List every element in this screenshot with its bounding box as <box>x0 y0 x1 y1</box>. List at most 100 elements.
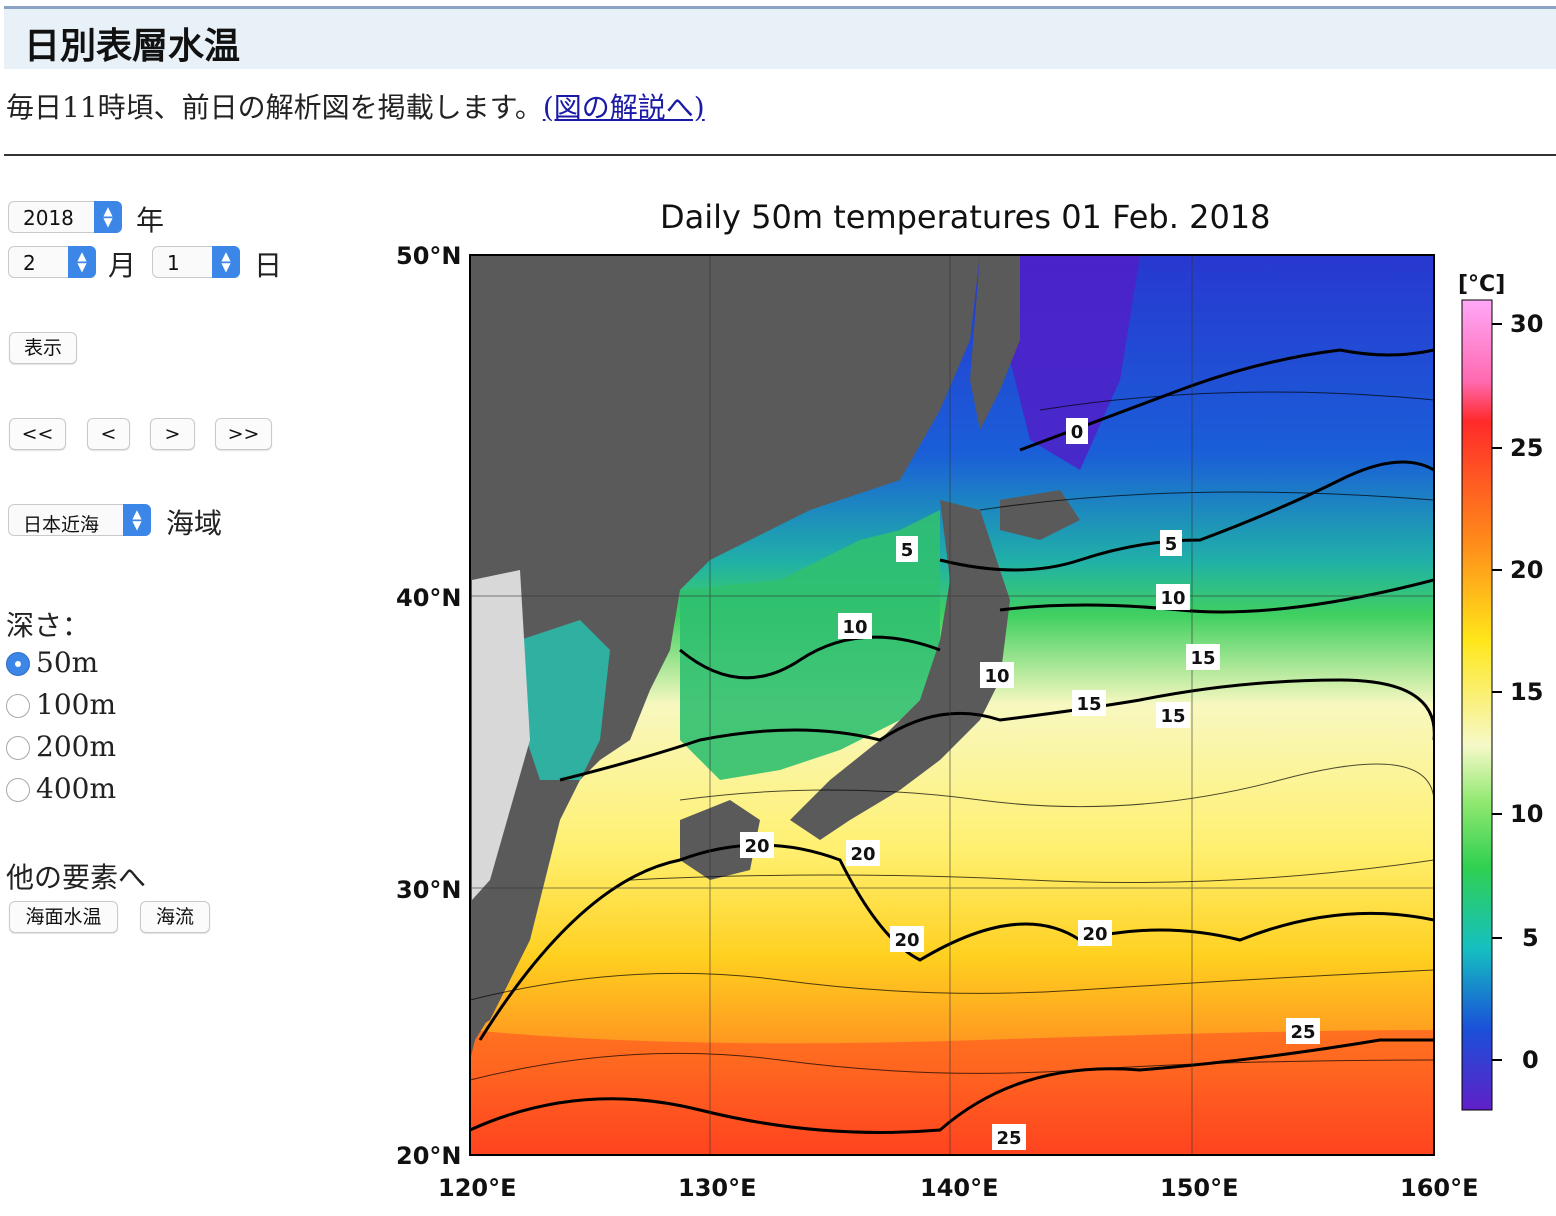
year-value: 2018 <box>23 206 74 230</box>
contour-label: 10 <box>984 666 1009 687</box>
colorbar-tick: 15 <box>1510 678 1544 706</box>
radio-icon[interactable] <box>6 778 30 802</box>
lon-label-160e: 160°E <box>1400 1174 1479 1202</box>
year-select[interactable]: 2018 ▲ ▼ <box>8 201 122 233</box>
first-button[interactable]: << <box>9 418 66 450</box>
cold-water-region <box>1010 255 1140 470</box>
lon-label-140e: 140°E <box>920 1174 999 1202</box>
month-label: 月 <box>108 249 137 282</box>
last-button[interactable]: >> <box>215 418 272 450</box>
contour-line <box>559 678 1434 782</box>
select-arrows-icon: ▲ ▼ <box>68 246 96 278</box>
select-arrows-icon: ▲ ▼ <box>123 504 151 536</box>
map-graphic: 0 5 5 10 10 10 15 15 15 20 20 20 20 25 2… <box>469 254 1502 1156</box>
continent-land <box>470 255 980 1060</box>
month-value: 2 <box>23 251 36 275</box>
contour-line <box>470 969 1434 1001</box>
contour-line <box>470 1052 1434 1081</box>
day-label: 日 <box>254 249 283 282</box>
day-select[interactable]: 1 ▲ ▼ <box>152 246 240 278</box>
colorbar-tick: 5 <box>1522 924 1539 952</box>
contour-label: 5 <box>1165 534 1178 555</box>
contour-label: 15 <box>1160 706 1185 727</box>
contour-line <box>470 1038 1434 1134</box>
next-button[interactable]: > <box>150 418 195 450</box>
contour-line <box>629 859 1434 883</box>
intro-text: 毎日11時頃、前日の解析図を掲載します。(図の解説へ) <box>6 86 705 126</box>
honshu-land <box>790 500 1010 840</box>
colorbar-tick: 20 <box>1510 556 1544 584</box>
other-elements-label: 他の要素へ <box>6 861 147 894</box>
colorbar-unit: [°C] <box>1458 272 1506 297</box>
kyushu-land <box>680 800 760 880</box>
map-title: Daily 50m temperatures 01 Feb. 2018 <box>660 198 1271 236</box>
depth-option-label: 50m <box>36 646 99 679</box>
header-top-border <box>4 6 1556 9</box>
depth-label: 深さ： <box>6 609 91 642</box>
colorbar-tick: 10 <box>1510 800 1544 828</box>
select-arrows-icon: ▲ ▼ <box>212 246 240 278</box>
depth-option-label: 200m <box>36 730 116 763</box>
contour-label: 20 <box>1082 924 1107 945</box>
lat-label-50n: 50°N <box>396 242 462 270</box>
contour-line <box>939 460 1434 572</box>
contour-label: 10 <box>1160 588 1185 609</box>
radio-icon[interactable] <box>6 736 30 760</box>
depth-option-label: 400m <box>36 772 116 805</box>
day-value: 1 <box>167 251 180 275</box>
contour-line <box>1019 348 1434 452</box>
contour-line <box>679 578 1434 680</box>
lat-label-20n: 20°N <box>396 1142 462 1170</box>
contour-label: 20 <box>850 844 875 865</box>
ice-coast <box>472 570 530 900</box>
contour-line <box>478 843 1434 1041</box>
lat-label-30n: 30°N <box>396 876 462 904</box>
contour-label: 20 <box>894 930 919 951</box>
map-frame <box>469 254 1435 1156</box>
colorbar <box>1461 299 1493 1111</box>
colorbar-tick: 25 <box>1510 434 1544 462</box>
page-title: 日別表層水温 <box>24 25 241 67</box>
sst-button[interactable]: 海面水温 <box>9 901 118 933</box>
region-select[interactable]: 日本近海 ▲ ▼ <box>8 504 151 536</box>
region-label: 海域 <box>166 507 223 540</box>
depth-option-label: 100m <box>36 688 116 721</box>
intro-description: 毎日11時頃、前日の解析図を掲載します。 <box>6 91 543 124</box>
temperature-map-figure: Daily 50m temperatures 01 Feb. 2018 50°N… <box>380 180 1556 1216</box>
contour-label: 15 <box>1190 648 1215 669</box>
contour-line <box>1039 391 1434 411</box>
colorbar-tick: 30 <box>1510 310 1544 338</box>
radio-selected-icon[interactable] <box>6 652 30 676</box>
page-header: 日別表層水温 <box>4 9 1556 69</box>
lat-label-40n: 40°N <box>396 584 462 612</box>
year-label: 年 <box>136 204 165 237</box>
yellow-sea <box>520 620 610 780</box>
contour-label: 10 <box>842 617 867 638</box>
contour-label: 25 <box>1290 1022 1315 1043</box>
divider <box>4 154 1556 156</box>
month-select[interactable]: 2 ▲ ▼ <box>8 246 96 278</box>
contour-line <box>979 491 1434 511</box>
contour-line <box>679 763 1434 808</box>
region-value: 日本近海 <box>23 514 100 536</box>
contour-label: 20 <box>744 836 769 857</box>
lon-label-130e: 130°E <box>678 1174 757 1202</box>
show-button[interactable]: 表示 <box>9 332 77 364</box>
warm-water-region <box>470 1030 1434 1155</box>
sakhalin-land <box>970 255 1020 430</box>
colorbar-tick: 0 <box>1522 1046 1539 1074</box>
contour-label: 15 <box>1076 694 1101 715</box>
contour-labels: 0 5 5 10 10 10 15 15 15 20 20 20 20 25 2… <box>740 418 1320 1150</box>
contour-label: 0 <box>1071 422 1084 443</box>
taiwan-land <box>474 910 510 1030</box>
select-arrows-icon: ▲ ▼ <box>94 201 122 233</box>
contour-label: 25 <box>996 1128 1021 1149</box>
lon-label-150e: 150°E <box>1160 1174 1239 1202</box>
figure-explanation-link[interactable]: (図の解説へ) <box>542 91 705 124</box>
current-button[interactable]: 海流 <box>140 901 210 933</box>
prev-button[interactable]: < <box>87 418 130 450</box>
lon-label-120e: 120°E <box>438 1174 517 1202</box>
hokkaido-land <box>1000 490 1080 540</box>
radio-icon[interactable] <box>6 694 30 718</box>
sea-of-japan <box>680 510 940 780</box>
